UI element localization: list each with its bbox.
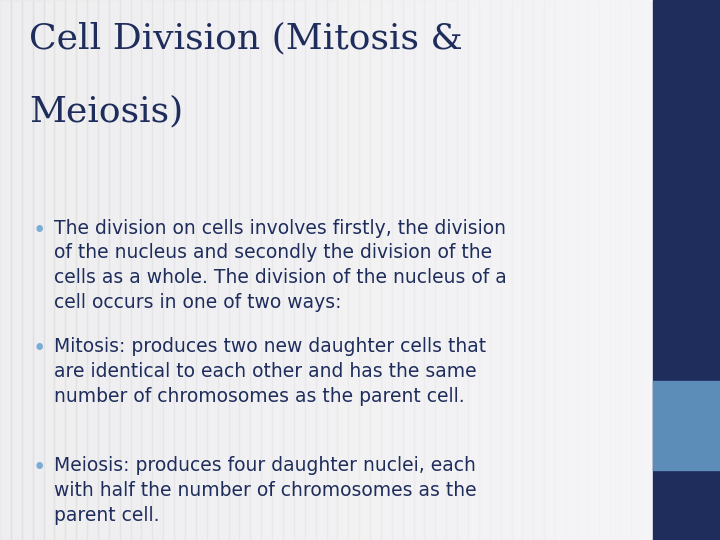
Bar (359, 0, 370, 540)
Text: Meiosis): Meiosis) (29, 94, 183, 129)
Bar (577, 0, 588, 540)
Bar (338, 0, 348, 540)
Bar (446, 0, 457, 540)
Text: The division on cells involves firstly, the division
of the nucleus and secondly: The division on cells involves firstly, … (54, 219, 507, 312)
Bar (436, 0, 446, 540)
Bar (457, 0, 468, 540)
Bar (130, 0, 142, 540)
Bar (153, 0, 163, 540)
Bar (120, 0, 130, 540)
Bar (479, 0, 490, 540)
Bar (43, 0, 55, 540)
Bar (185, 0, 196, 540)
Bar (240, 0, 251, 540)
Bar (490, 0, 500, 540)
Text: •: • (33, 338, 46, 361)
Bar (98, 0, 109, 540)
Bar (598, 0, 610, 540)
Bar (66, 0, 76, 540)
Bar (642, 0, 653, 540)
Text: Meiosis: produces four daughter nuclei, each
with half the number of chromosomes: Meiosis: produces four daughter nuclei, … (54, 456, 477, 525)
Bar (534, 0, 544, 540)
Bar (283, 0, 294, 540)
Bar (22, 0, 32, 540)
Bar (653, 0, 720, 540)
Bar (555, 0, 566, 540)
Bar (588, 0, 598, 540)
Bar (348, 0, 359, 540)
Bar (425, 0, 436, 540)
Text: •: • (33, 219, 46, 242)
Bar (174, 0, 185, 540)
Bar (413, 0, 425, 540)
Bar (272, 0, 283, 540)
Bar (370, 0, 381, 540)
Bar (621, 0, 631, 540)
Text: •: • (33, 456, 46, 480)
Bar (251, 0, 261, 540)
Bar (327, 0, 338, 540)
Bar (500, 0, 511, 540)
Bar (261, 0, 272, 540)
Text: Cell Division (Mitosis &: Cell Division (Mitosis & (29, 22, 462, 56)
Bar (109, 0, 120, 540)
Bar (76, 0, 87, 540)
Bar (0, 0, 11, 540)
Text: Mitosis: produces two new daughter cells that
are identical to each other and ha: Mitosis: produces two new daughter cells… (54, 338, 486, 406)
Bar (207, 0, 217, 540)
Bar (468, 0, 479, 540)
Bar (610, 0, 621, 540)
Bar (315, 0, 327, 540)
Bar (55, 0, 66, 540)
Bar (631, 0, 642, 540)
Bar (32, 0, 43, 540)
Bar (511, 0, 523, 540)
Bar (228, 0, 240, 540)
Bar (163, 0, 174, 540)
Bar (381, 0, 392, 540)
Bar (305, 0, 315, 540)
Bar (294, 0, 305, 540)
Bar (653, 381, 720, 470)
Bar (217, 0, 228, 540)
Bar (402, 0, 413, 540)
Bar (196, 0, 207, 540)
Bar (11, 0, 22, 540)
Bar (523, 0, 534, 540)
Bar (566, 0, 577, 540)
Bar (87, 0, 98, 540)
Bar (544, 0, 555, 540)
Bar (392, 0, 402, 540)
Bar (142, 0, 153, 540)
